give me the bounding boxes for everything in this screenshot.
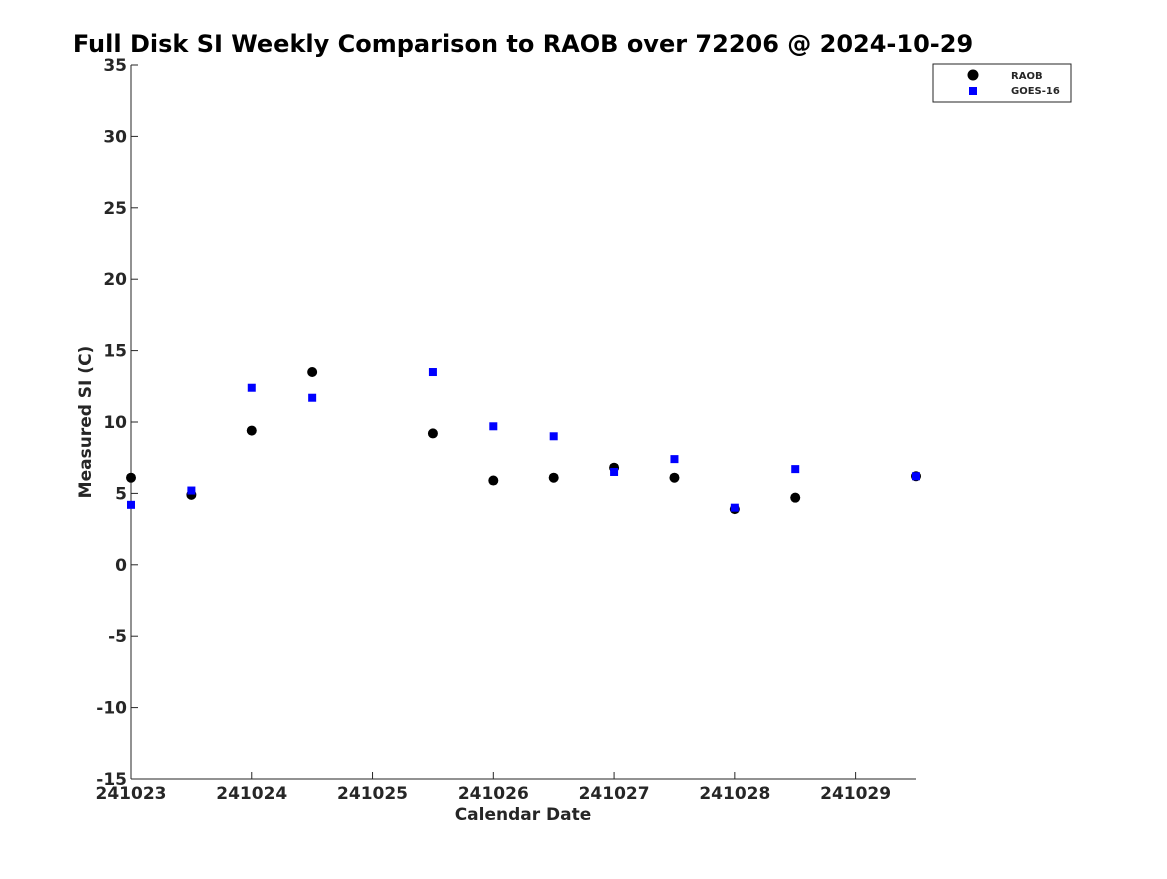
data-point-goes16 (308, 393, 317, 402)
data-point-raob (669, 472, 680, 483)
x-tick-label: 241026 (458, 784, 529, 804)
legend-marker-goes16 (969, 87, 977, 95)
data-point-goes16 (187, 486, 196, 495)
data-point-raob (246, 425, 257, 436)
y-tick-label: 15 (103, 342, 127, 362)
data-point-goes16 (428, 368, 437, 377)
legend-box (932, 63, 1072, 103)
x-tick-label: 241029 (820, 784, 891, 804)
data-point-goes16 (912, 472, 920, 481)
y-tick-label: 25 (103, 199, 127, 219)
y-ticks: 35 30 25 20 15 10 5 0 -5 -10 -15 (96, 56, 138, 790)
plot-area (130, 65, 916, 780)
y-axis-label: Measured SI (C) (76, 346, 96, 499)
y-tick-label: -10 (96, 699, 127, 719)
data-point-raob (126, 472, 136, 483)
data-point-raob (548, 472, 559, 483)
data-point-goes16 (489, 422, 498, 431)
data-point-goes16 (610, 467, 619, 476)
data-point-raob (488, 475, 499, 486)
data-point-goes16 (670, 455, 679, 464)
data-point-raob (307, 367, 318, 378)
x-tick-label: 241027 (579, 784, 650, 804)
series-layer (126, 367, 921, 515)
data-point-goes16 (791, 465, 800, 474)
x-axis-label: Calendar Date (455, 805, 592, 825)
legend-label-raob: RAOB (1011, 71, 1043, 82)
data-point-goes16 (127, 500, 135, 509)
chart-title: Full Disk SI Weekly Comparison to RAOB o… (73, 30, 973, 58)
data-point-raob (427, 428, 438, 439)
y-tick-label: 35 (103, 56, 127, 76)
x-tick-label: 241023 (96, 784, 167, 804)
x-tick-label: 241025 (337, 784, 408, 804)
x-tick-label: 241024 (216, 784, 287, 804)
data-point-goes16 (247, 383, 256, 392)
y-tick-label: -5 (108, 627, 127, 647)
data-point-goes16 (549, 432, 558, 441)
data-point-raob (790, 492, 801, 503)
x-tick-label: 241028 (699, 784, 770, 804)
y-tick-label: 0 (115, 556, 127, 576)
y-tick-label: -15 (96, 770, 127, 790)
y-tick-label: 20 (103, 270, 127, 290)
data-point-goes16 (730, 503, 739, 512)
y-tick-label: 5 (115, 484, 127, 504)
legend: RAOB GOES-16 (932, 63, 1072, 103)
legend-marker-raob (967, 69, 979, 81)
x-ticks: 241023 241024 241025 241026 241027 241028 2410… (96, 772, 891, 804)
y-tick-label: 10 (103, 413, 127, 433)
y-tick-label: 30 (103, 127, 127, 147)
legend-label-goes16: GOES-16 (1011, 86, 1060, 97)
